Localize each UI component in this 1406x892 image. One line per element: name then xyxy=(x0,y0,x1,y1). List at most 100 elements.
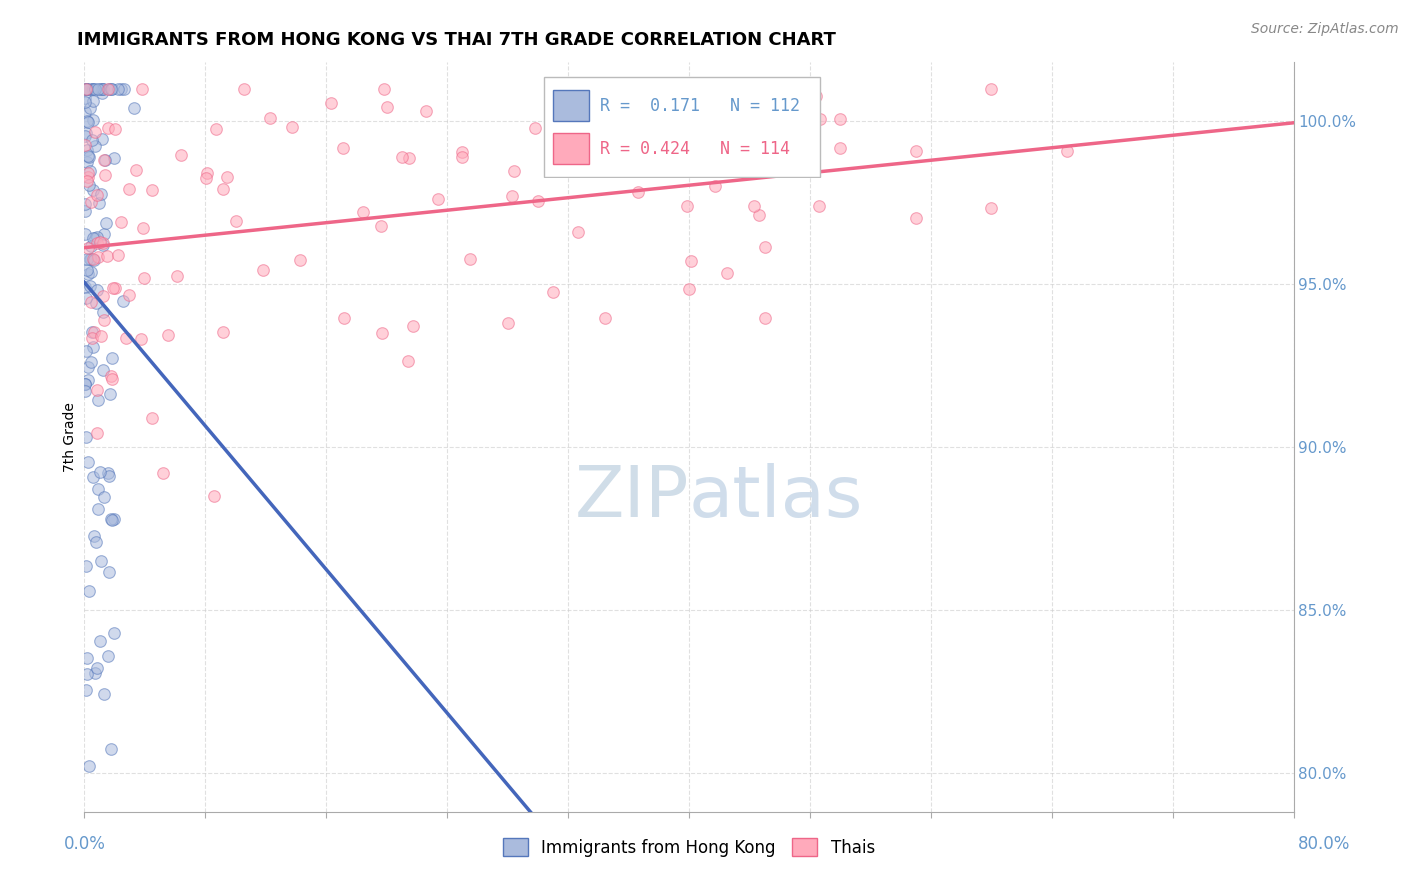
Point xyxy=(100,371,122,385)
Point xyxy=(77,149,100,163)
Point xyxy=(204,122,226,136)
Point xyxy=(87,81,110,95)
Point xyxy=(97,467,120,481)
Point xyxy=(100,742,122,756)
Point xyxy=(100,511,122,525)
Point xyxy=(101,81,124,95)
Point xyxy=(86,661,108,675)
Point xyxy=(754,240,776,254)
Point xyxy=(76,173,98,187)
Point xyxy=(115,331,138,345)
Point xyxy=(75,127,97,141)
Point xyxy=(502,163,524,178)
Point xyxy=(122,101,145,115)
Point xyxy=(77,170,100,185)
Point xyxy=(75,81,97,95)
Point xyxy=(716,266,738,280)
Point xyxy=(82,340,104,354)
Point xyxy=(332,141,354,155)
Point xyxy=(195,171,218,186)
Text: R =  0.171   N = 112: R = 0.171 N = 112 xyxy=(600,96,800,114)
Point xyxy=(742,199,765,213)
Point xyxy=(82,183,104,197)
Point xyxy=(83,252,105,267)
Point xyxy=(451,150,474,164)
Point xyxy=(91,236,114,251)
Point xyxy=(82,112,104,127)
Point xyxy=(73,227,96,242)
Text: 0.0%: 0.0% xyxy=(63,835,105,853)
Point xyxy=(91,289,114,303)
Point xyxy=(87,195,110,210)
Legend: Immigrants from Hong Kong, Thais: Immigrants from Hong Kong, Thais xyxy=(496,832,882,863)
Point xyxy=(225,214,247,228)
Point xyxy=(370,219,392,233)
Point xyxy=(75,430,97,444)
Point xyxy=(654,110,676,124)
Point xyxy=(76,651,98,665)
Point xyxy=(80,134,103,148)
Point xyxy=(202,489,225,503)
Point xyxy=(97,648,120,663)
Point xyxy=(84,296,107,310)
Point xyxy=(93,153,115,167)
Point xyxy=(80,265,103,279)
Point xyxy=(904,211,927,225)
Point xyxy=(73,376,96,391)
Point xyxy=(98,565,121,579)
Point xyxy=(84,81,107,95)
Point xyxy=(527,194,550,208)
Point xyxy=(79,252,101,266)
Point xyxy=(602,81,624,95)
Point xyxy=(90,87,112,101)
Point xyxy=(711,145,734,160)
Point xyxy=(496,316,519,330)
Point xyxy=(82,231,104,245)
Point xyxy=(76,81,98,95)
Point xyxy=(75,81,97,95)
Point xyxy=(82,470,104,484)
Point xyxy=(83,326,105,340)
Point xyxy=(166,269,188,284)
Point xyxy=(232,81,254,95)
Point xyxy=(84,139,107,153)
Point xyxy=(125,163,148,178)
Point xyxy=(567,225,589,239)
Point xyxy=(84,231,107,245)
Point xyxy=(104,281,127,295)
Point xyxy=(89,235,111,249)
Point xyxy=(89,466,111,480)
Point xyxy=(650,158,672,172)
Point xyxy=(90,554,112,568)
Point xyxy=(75,129,97,144)
Point xyxy=(676,199,699,213)
Point xyxy=(97,120,120,135)
Text: R = 0.424   N = 114: R = 0.424 N = 114 xyxy=(600,140,790,158)
Point xyxy=(156,327,179,342)
Point xyxy=(87,251,110,265)
Point xyxy=(86,426,108,441)
Point xyxy=(451,145,474,160)
Point xyxy=(76,154,98,169)
Point xyxy=(427,192,450,206)
Point xyxy=(97,81,120,95)
Point xyxy=(195,166,218,180)
Point xyxy=(980,81,1002,95)
Point xyxy=(86,283,108,297)
Bar xyxy=(553,133,589,164)
Point xyxy=(112,81,135,95)
Point xyxy=(73,196,96,211)
Point xyxy=(103,281,125,295)
Point xyxy=(678,81,700,95)
Point xyxy=(980,201,1002,215)
Point xyxy=(830,112,852,126)
FancyBboxPatch shape xyxy=(544,77,820,178)
Point xyxy=(141,184,163,198)
Point xyxy=(252,262,274,277)
Point xyxy=(77,114,100,128)
Point xyxy=(152,466,174,480)
Point xyxy=(93,227,115,241)
Point xyxy=(80,194,103,209)
Text: Source: ZipAtlas.com: Source: ZipAtlas.com xyxy=(1251,22,1399,37)
Point xyxy=(523,121,546,136)
